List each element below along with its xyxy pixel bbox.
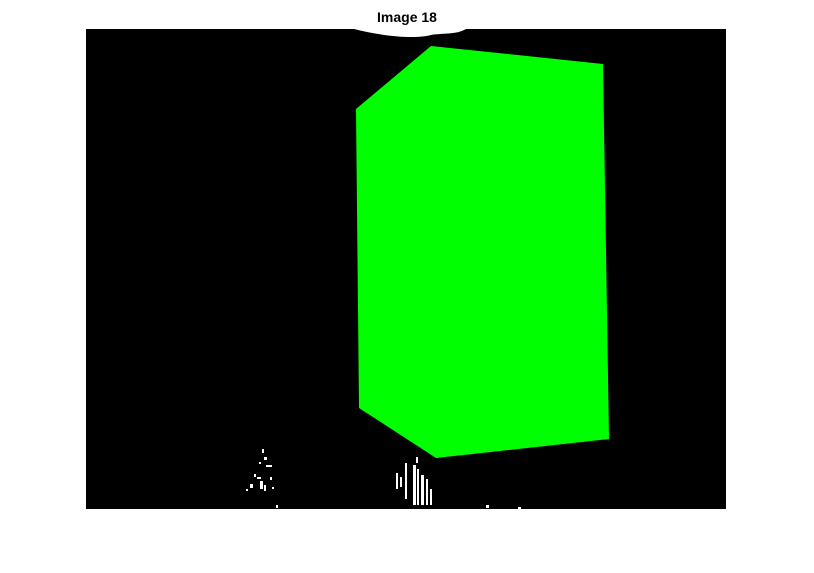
figure-title: Image 18 bbox=[377, 9, 437, 25]
image-canvas bbox=[86, 29, 726, 509]
noise-speckles-left bbox=[246, 449, 278, 508]
image-display bbox=[86, 29, 726, 509]
noise-speckles-center bbox=[396, 457, 521, 509]
green-polygon-mask bbox=[356, 46, 609, 458]
top-edge-notch bbox=[354, 29, 466, 37]
